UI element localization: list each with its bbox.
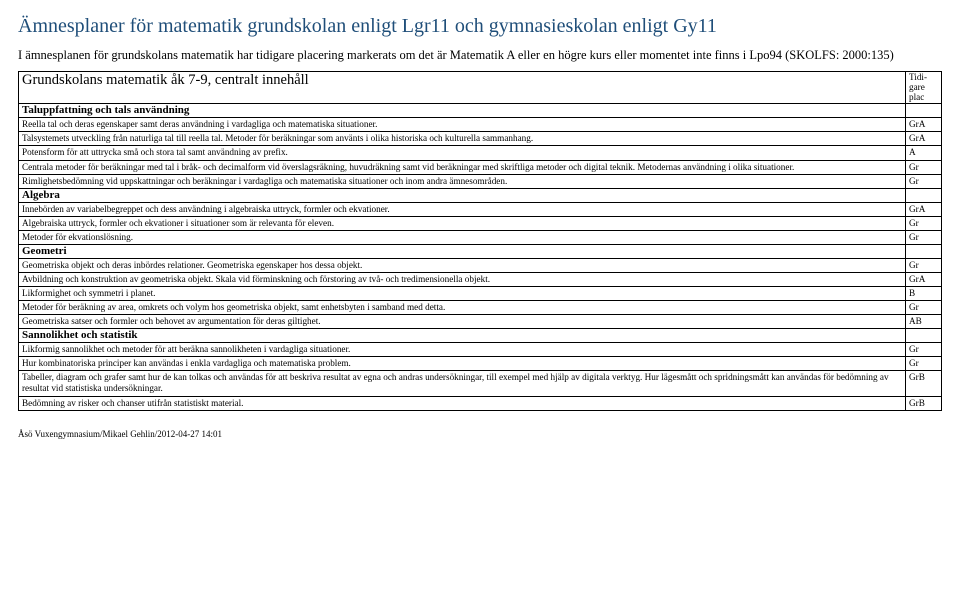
table-row: Hur kombinatoriska principer kan använda… xyxy=(19,357,942,371)
tag-cell: GrB xyxy=(906,396,942,410)
tag-cell: Gr xyxy=(906,301,942,315)
content-cell: Innebörden av variabelbegreppet och dess… xyxy=(19,202,906,216)
tag-cell: Gr xyxy=(906,216,942,230)
table-row: Rimlighetsbedömning vid uppskattningar o… xyxy=(19,174,942,188)
table-row: Algebraiska uttryck, formler och ekvatio… xyxy=(19,216,942,230)
tag-cell: Gr xyxy=(906,230,942,244)
table-row: Bedömning av risker och chanser utifrån … xyxy=(19,396,942,410)
table-row: Potensform för att uttrycka små och stor… xyxy=(19,146,942,160)
intro-text: I ämnesplanen för grundskolans matematik… xyxy=(18,47,942,63)
page-title: Ämnesplaner för matematik grundskolan en… xyxy=(18,14,942,39)
content-cell: Metoder för beräkning av area, omkrets o… xyxy=(19,301,906,315)
tag-cell: Gr xyxy=(906,160,942,174)
tag-cell: Gr xyxy=(906,343,942,357)
content-cell: Bedömning av risker och chanser utifrån … xyxy=(19,396,906,410)
tag-cell: A xyxy=(906,146,942,160)
content-cell: Rimlighetsbedömning vid uppskattningar o… xyxy=(19,174,906,188)
content-cell: Centrala metoder för beräkningar med tal… xyxy=(19,160,906,174)
category-cell: Algebra xyxy=(19,188,906,202)
column-header-text: Tidi- gare plac xyxy=(909,72,927,101)
table-subheader-row: Grundskolans matematik åk 7-9, centralt … xyxy=(19,72,942,104)
content-cell: Avbildning och konstruktion av geometris… xyxy=(19,273,906,287)
tag-cell: AB xyxy=(906,315,942,329)
content-cell: Reella tal och deras egenskaper samt der… xyxy=(19,118,906,132)
table-row: Likformig sannolikhet och metoder för at… xyxy=(19,343,942,357)
content-cell: Hur kombinatoriska principer kan använda… xyxy=(19,357,906,371)
table-category-row: Geometri xyxy=(19,244,942,258)
category-cell: Sannolikhet och statistik xyxy=(19,329,906,343)
curriculum-table: Grundskolans matematik åk 7-9, centralt … xyxy=(18,71,942,410)
table-row: Metoder för ekvationslösning.Gr xyxy=(19,230,942,244)
table-row: Innebörden av variabelbegreppet och dess… xyxy=(19,202,942,216)
tag-cell: Gr xyxy=(906,357,942,371)
tag-cell xyxy=(906,188,942,202)
tag-cell xyxy=(906,104,942,118)
category-cell: Taluppfattning och tals användning xyxy=(19,104,906,118)
tag-cell: GrA xyxy=(906,202,942,216)
content-cell: Potensform för att uttrycka små och stor… xyxy=(19,146,906,160)
tag-cell: GrA xyxy=(906,118,942,132)
table-row: Tabeller, diagram och grafer samt hur de… xyxy=(19,371,942,396)
tag-cell: GrB xyxy=(906,371,942,396)
column-header-tidigare-plac: Tidi- gare plac xyxy=(906,72,942,104)
content-cell: Tabeller, diagram och grafer samt hur de… xyxy=(19,371,906,396)
table-row: Metoder för beräkning av area, omkrets o… xyxy=(19,301,942,315)
table-category-row: Taluppfattning och tals användning xyxy=(19,104,942,118)
content-cell: Likformighet och symmetri i planet. xyxy=(19,287,906,301)
content-cell: Algebraiska uttryck, formler och ekvatio… xyxy=(19,216,906,230)
tag-cell xyxy=(906,244,942,258)
table-row: Talsystemets utveckling från naturliga t… xyxy=(19,132,942,146)
content-cell: Likformig sannolikhet och metoder för at… xyxy=(19,343,906,357)
table-row: Reella tal och deras egenskaper samt der… xyxy=(19,118,942,132)
subheader-cell: Grundskolans matematik åk 7-9, centralt … xyxy=(19,72,906,104)
table-body: Taluppfattning och tals användningReella… xyxy=(19,104,942,410)
footer-text: Åsö Vuxengymnasium/Mikael Gehlin/2012-04… xyxy=(18,429,942,440)
tag-cell xyxy=(906,329,942,343)
category-cell: Geometri xyxy=(19,244,906,258)
table-row: Avbildning och konstruktion av geometris… xyxy=(19,273,942,287)
content-cell: Metoder för ekvationslösning. xyxy=(19,230,906,244)
table-category-row: Sannolikhet och statistik xyxy=(19,329,942,343)
table-category-row: Algebra xyxy=(19,188,942,202)
tag-cell: GrA xyxy=(906,273,942,287)
tag-cell: Gr xyxy=(906,174,942,188)
tag-cell: GrA xyxy=(906,132,942,146)
tag-cell: B xyxy=(906,287,942,301)
table-row: Likformighet och symmetri i planet.B xyxy=(19,287,942,301)
content-cell: Talsystemets utveckling från naturliga t… xyxy=(19,132,906,146)
tag-cell: Gr xyxy=(906,259,942,273)
content-cell: Geometriska satser och formler och behov… xyxy=(19,315,906,329)
content-cell: Geometriska objekt och deras inbördes re… xyxy=(19,259,906,273)
table-row: Geometriska objekt och deras inbördes re… xyxy=(19,259,942,273)
table-row: Centrala metoder för beräkningar med tal… xyxy=(19,160,942,174)
table-row: Geometriska satser och formler och behov… xyxy=(19,315,942,329)
